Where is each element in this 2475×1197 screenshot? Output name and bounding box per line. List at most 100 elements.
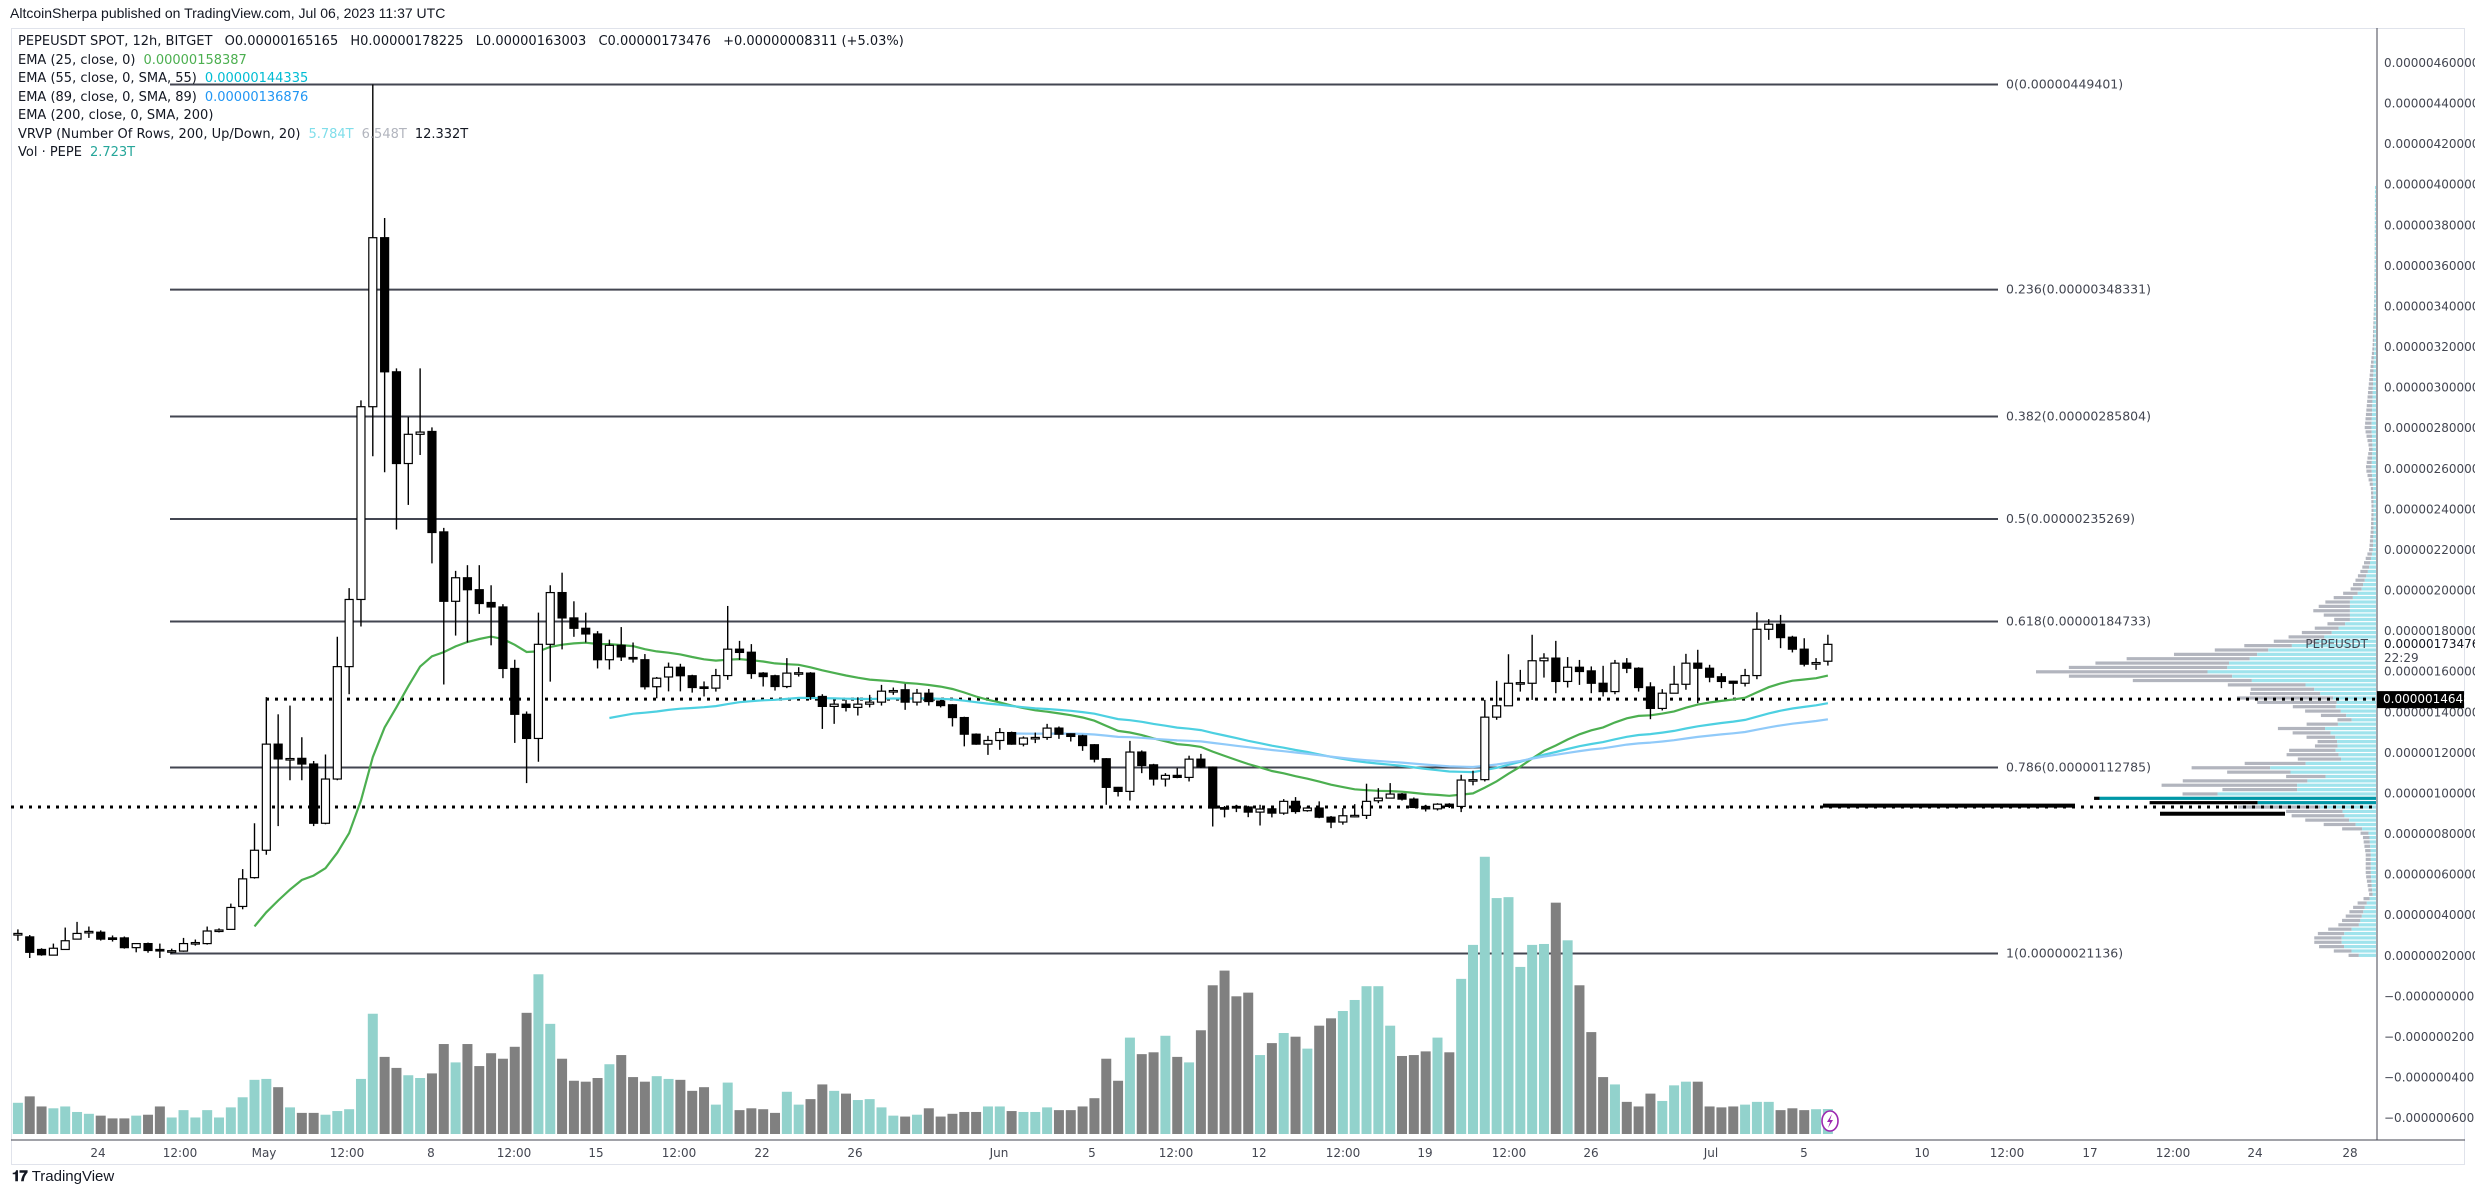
- candle-body-down: [462, 577, 473, 591]
- candle: [699, 681, 709, 697]
- candle-body-down: [1290, 800, 1301, 813]
- symbol-title[interactable]: PEPEUSDT SPOT, 12h, BITGET: [18, 34, 213, 49]
- volume-bar: [1704, 1106, 1715, 1134]
- profile-up-bar: [2344, 931, 2376, 936]
- profile-up-bar: [2372, 404, 2376, 408]
- price-axis-label: 0.00000400000: [2384, 178, 2475, 192]
- candle: [1574, 659, 1585, 685]
- candle-body-up: [320, 778, 331, 824]
- candle-body-up: [1527, 660, 1537, 684]
- price-axis[interactable]: 0.00000460000 0.00000440000 0.00000420000 0…: [2384, 56, 2475, 1125]
- marked-price-tag: 0.00000146486: [2377, 691, 2475, 709]
- volume-bar: [1420, 1051, 1431, 1134]
- profile-up-bar: [2291, 644, 2376, 648]
- candle-body-up: [1125, 751, 1135, 793]
- candle: [1113, 786, 1123, 797]
- candle: [1799, 638, 1809, 667]
- volume-bar: [166, 1117, 177, 1134]
- legend-ema55[interactable]: EMA (55, close, 0, SMA, 55) 0.00000144335: [18, 70, 912, 89]
- profile-down-bar: [2244, 644, 2292, 648]
- profile-up-bar: [2371, 469, 2376, 473]
- volume-bar: [1314, 1025, 1325, 1134]
- profile-down-bar: [2370, 534, 2374, 539]
- candle-body-down: [25, 936, 35, 953]
- volume-bar: [687, 1090, 698, 1134]
- volume-bar: [1124, 1037, 1135, 1134]
- candle: [936, 699, 946, 708]
- profile-down-bar: [2374, 295, 2375, 299]
- volume-bar: [1657, 1100, 1668, 1134]
- legend-ema89[interactable]: EMA (89, close, 0, SMA, 89) 0.00000136876: [18, 89, 912, 108]
- volume-bar: [107, 1118, 118, 1134]
- volume-bar: [1243, 992, 1254, 1134]
- profile-up-bar: [2371, 879, 2376, 883]
- candle-body-down: [1574, 666, 1585, 673]
- candle-body-down: [1421, 805, 1431, 810]
- volume-bar: [1397, 1055, 1408, 1134]
- tradingview-logo[interactable]: 𝟏𝟕 TradingView: [12, 1168, 114, 1185]
- lightning-icon[interactable]: [1821, 1110, 1839, 1132]
- price-axis-label: 0.00000120000: [2384, 746, 2475, 760]
- fib-level-label: 0(0.00000449401): [2006, 77, 2123, 92]
- volume-bar: [639, 1081, 650, 1134]
- profile-down-bar: [2249, 692, 2321, 696]
- profile-up-bar: [2363, 582, 2376, 587]
- profile-up-bar: [2358, 923, 2376, 927]
- profile-up-bar: [2361, 587, 2376, 591]
- volume-bar: [1278, 1033, 1289, 1134]
- legend-vrvp[interactable]: VRVP (Number Of Rows, 200, Up/Down, 20) 5…: [18, 126, 912, 145]
- profile-up-bar: [2373, 513, 2376, 517]
- volume-bar: [332, 1111, 343, 1134]
- profile-up-bar: [2330, 731, 2376, 735]
- volume-bar: [379, 1056, 390, 1134]
- volume-bar: [497, 1058, 508, 1134]
- candle: [72, 921, 82, 940]
- chart-panel[interactable]: [11, 28, 2465, 1165]
- fib-retracement[interactable]: 0(0.00000449401) 0.236(0.00000348331) 0.38…: [170, 77, 2151, 961]
- profile-up-bar: [2370, 857, 2376, 861]
- legend-ema25[interactable]: EMA (25, close, 0) 0.00000158387: [18, 52, 912, 71]
- candle-body-down: [971, 733, 981, 745]
- candle: [190, 939, 200, 946]
- profile-up-bar: [2373, 382, 2376, 386]
- candle-body-up: [1468, 779, 1478, 782]
- fib-level-label: 1(0.00000021136): [2006, 945, 2123, 960]
- candle: [1361, 783, 1372, 820]
- profile-down-bar: [2286, 809, 2343, 814]
- volume-bar: [604, 1064, 615, 1134]
- legend-volume[interactable]: Vol · PEPE 2.723T: [18, 144, 912, 163]
- candle-body-up: [1492, 705, 1502, 718]
- profile-down-bar: [2348, 953, 2359, 957]
- profile-down-bar: [2373, 321, 2375, 325]
- profile-down-bar: [2369, 539, 2374, 543]
- candle-body-down: [474, 589, 484, 605]
- candle-body-down: [510, 667, 520, 715]
- volume-bar: [1716, 1107, 1727, 1134]
- candle-body-up: [84, 930, 94, 934]
- candle-body-down: [1326, 816, 1336, 823]
- candle-body-up: [1361, 800, 1372, 816]
- profile-down-bar: [2314, 626, 2339, 630]
- profile-up-bar: [2374, 185, 2376, 190]
- candle: [226, 903, 236, 930]
- volume-bar: [1018, 1111, 1029, 1134]
- fib-level-label: 0.786(0.00000112785): [2006, 759, 2151, 774]
- candle: [368, 84, 378, 457]
- candle-body-down: [1219, 807, 1230, 810]
- profile-down-bar: [2173, 652, 2258, 656]
- candle: [900, 683, 910, 710]
- time-axis[interactable]: 24 12:00 May 12:00 8 12:00 15 12:00 22 26 Jun 5 12:0…: [90, 1146, 2357, 1160]
- legend-ema200[interactable]: EMA (200, close, 0, SMA, 200): [18, 107, 912, 126]
- candle-body-up: [711, 674, 721, 689]
- candle: [1586, 666, 1596, 694]
- price-axis-label: 0.00000100000: [2384, 786, 2475, 800]
- volume-bar: [1432, 1037, 1443, 1134]
- candle: [1598, 665, 1608, 697]
- horizontal-lines[interactable]: [11, 697, 2377, 809]
- profile-up-bar: [2374, 281, 2376, 286]
- candle-body-up: [1539, 657, 1549, 662]
- profile-down-bar: [2317, 740, 2338, 744]
- profile-down-bar: [2191, 766, 2271, 770]
- candle: [332, 636, 342, 781]
